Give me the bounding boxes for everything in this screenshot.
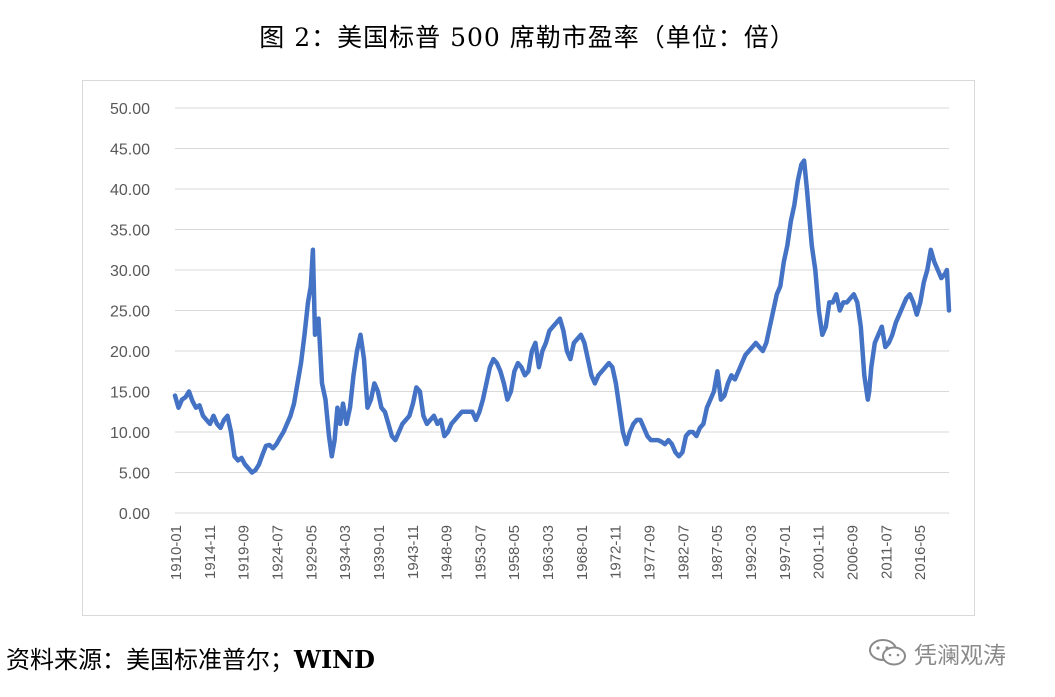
x-tick-label: 2006-09 — [844, 525, 861, 580]
y-tick-label: 30.00 — [110, 263, 150, 280]
x-tick-label: 1953-07 — [472, 525, 489, 580]
watermark: 凭澜观涛 — [868, 636, 1006, 670]
source-label: 资料来源：美国标准普尔； — [6, 646, 294, 674]
y-tick-label: 50.00 — [110, 101, 150, 118]
x-tick-label: 1992-03 — [743, 525, 760, 580]
x-tick-label: 1924-07 — [269, 525, 286, 580]
y-tick-label: 35.00 — [110, 223, 150, 240]
y-tick-label: 15.00 — [110, 385, 150, 402]
x-tick-label: 1987-05 — [709, 525, 726, 580]
x-tick-label: 1968-01 — [574, 525, 591, 580]
x-tick-label: 1958-05 — [506, 525, 523, 580]
chart-frame: 0.00 5.00 10.00 15.00 20.00 25.00 30.00 35.00 40… — [82, 80, 975, 616]
x-tick-label: 1977-09 — [642, 525, 659, 580]
x-tick-label: 1939-01 — [371, 525, 388, 580]
y-tick-label: 5.00 — [119, 466, 150, 483]
x-tick-label: 2016-05 — [912, 525, 929, 580]
line-chart: 0.00 5.00 10.00 15.00 20.00 25.00 30.00 35.00 40… — [110, 101, 952, 580]
x-tick-label: 1963-03 — [540, 525, 557, 580]
x-tick-label: 1982-07 — [675, 525, 692, 580]
x-tick-label: 1972-11 — [608, 525, 625, 579]
y-tick-label: 0.00 — [119, 506, 150, 523]
y-tick-label: 20.00 — [110, 344, 150, 361]
y-tick-label: 25.00 — [110, 304, 150, 321]
chart-title: 图 2：美国标普 500 席勒市盈率（单位：倍） — [259, 23, 796, 52]
x-tick-label: 2011-07 — [878, 525, 895, 579]
x-tick-label: 1910-01 — [168, 525, 185, 580]
x-tick-label: 1997-01 — [777, 525, 794, 580]
x-tick-label: 1929-05 — [303, 525, 320, 580]
x-tick-label: 1919-09 — [236, 525, 253, 580]
source-wind: WIND — [294, 645, 375, 674]
series-line — [172, 158, 952, 475]
source-note: 资料来源：美国标准普尔；WIND — [6, 640, 375, 675]
wechat-icon — [869, 639, 906, 666]
x-tick-label: 1943-11 — [405, 525, 422, 579]
x-tick-label: 1934-03 — [337, 525, 354, 580]
x-tick-label: 2001-11 — [811, 525, 828, 579]
watermark-text: 凭澜观涛 — [914, 643, 1006, 669]
y-tick-label: 10.00 — [110, 425, 150, 442]
x-tick-label: 1948-09 — [439, 525, 456, 580]
y-tick-label: 40.00 — [110, 182, 150, 199]
x-tick-label: 1914-11 — [202, 525, 219, 579]
y-tick-label: 45.00 — [110, 142, 150, 159]
